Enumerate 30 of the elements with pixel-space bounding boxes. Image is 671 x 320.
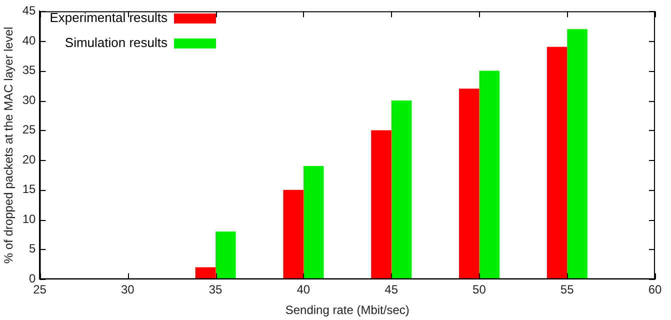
y-tick-label: 30 (22, 92, 36, 107)
y-tick-label: 15 (22, 182, 36, 196)
y-tick-label: 40 (22, 33, 36, 48)
x-axis-title: Sending rate (Mbit/sec) (285, 303, 410, 318)
x-tick-label: 45 (384, 282, 398, 297)
legend-label: Experimental results (50, 10, 168, 26)
y-tick-label: 45 (22, 4, 36, 18)
bar (479, 70, 500, 280)
bar (371, 130, 392, 280)
x-tick-label: 50 (472, 282, 486, 297)
bar (567, 29, 588, 280)
legend-label: Simulation results (64, 35, 168, 50)
bar (391, 100, 412, 280)
x-tick-label: 35 (208, 282, 223, 297)
bar (459, 88, 480, 280)
y-tick-label: 25 (22, 122, 36, 137)
x-tick-label: 55 (560, 282, 574, 297)
x-tick-label: 60 (648, 282, 662, 297)
y-tick-label: 20 (22, 152, 36, 166)
y-tick-label: 10 (22, 212, 36, 226)
bar (283, 190, 304, 280)
x-tick-label: 30 (120, 282, 135, 297)
y-tick-label: 35 (22, 63, 36, 78)
bar (546, 46, 568, 280)
y-tick-label: 5 (29, 242, 36, 256)
bar (303, 166, 324, 280)
y-tick-label: 0 (29, 272, 36, 286)
y-axis-title: % of dropped packets at the MAC layer level (2, 26, 16, 264)
x-tick-label: 40 (296, 282, 310, 297)
bar (216, 232, 236, 280)
